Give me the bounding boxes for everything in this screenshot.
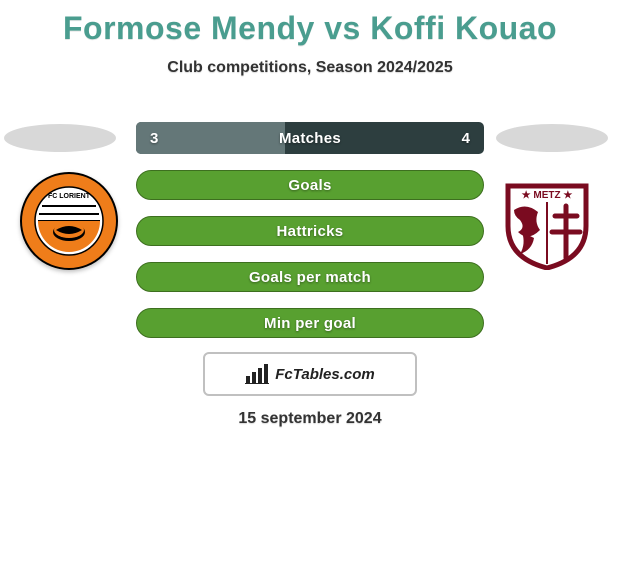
svg-text:★ METZ ★: ★ METZ ★ [522, 190, 573, 201]
infographic-date: 15 september 2024 [0, 410, 620, 428]
club-crest-right: ★ METZ ★ [498, 172, 596, 270]
bar-gpm-label: Goals per match [137, 263, 483, 291]
club-crest-left: FC LORIENT [20, 172, 118, 270]
bar-mpg-label: Min per goal [137, 309, 483, 337]
bar-goals-label: Goals [137, 171, 483, 199]
bar-min-per-goal: Min per goal [136, 308, 484, 338]
bar-goals: Goals [136, 170, 484, 200]
bar-goals-per-match: Goals per match [136, 262, 484, 292]
svg-text:FC LORIENT: FC LORIENT [48, 193, 91, 200]
infographic-root: Formose Mendy vs Koffi Kouao Club compet… [0, 0, 620, 580]
bar-matches-label: Matches [136, 122, 484, 154]
lorient-crest-icon: FC LORIENT [20, 172, 118, 270]
player-shadow-left [4, 124, 116, 152]
bar-matches: 3 Matches 4 [136, 122, 484, 154]
subtitle: Club competitions, Season 2024/2025 [0, 59, 620, 77]
bar-matches-right-value: 4 [462, 122, 470, 154]
page-title: Formose Mendy vs Koffi Kouao [0, 0, 620, 47]
branding-text: FcTables.com [275, 366, 374, 383]
bar-hattricks: Hattricks [136, 216, 484, 246]
bar-chart-icon [245, 364, 269, 384]
branding-box: FcTables.com [203, 352, 417, 396]
metz-crest-icon: ★ METZ ★ [498, 172, 596, 270]
player-shadow-right [496, 124, 608, 152]
stat-bars: 3 Matches 4 Goals Hattricks Goals per ma… [136, 122, 484, 354]
bar-hattricks-label: Hattricks [137, 217, 483, 245]
